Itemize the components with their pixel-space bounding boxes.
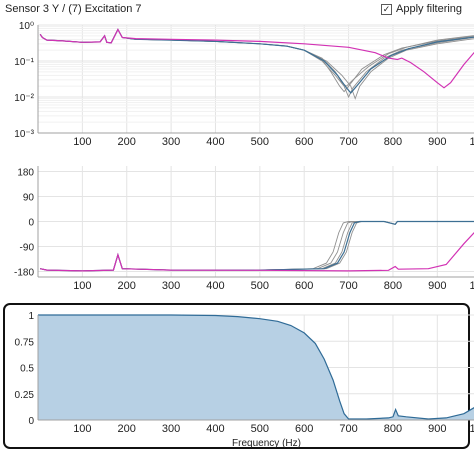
x-tick-label: 800 — [384, 136, 402, 148]
x-tick-label: 300 — [162, 136, 180, 148]
x-tick-label: 900 — [428, 136, 446, 148]
coherence-frame — [3, 303, 470, 449]
x-tick-label: 900 — [428, 423, 446, 435]
x-tick-label: 200 — [118, 280, 136, 292]
x-tick-label: 800 — [384, 280, 402, 292]
x-tick-label: 700 — [339, 136, 357, 148]
x-tick-label: 900 — [428, 280, 446, 292]
window-title: Sensor 3 Y / (7) Excitation 7 — [5, 3, 142, 15]
apply-filtering-checkbox[interactable]: ✓ Apply filtering — [381, 3, 462, 15]
coherence-line — [38, 314, 474, 420]
y-tick-label: 0.75 — [15, 337, 35, 348]
x-tick-label: 100 — [73, 423, 91, 435]
y-tick-label: -90 — [20, 242, 35, 253]
y-tick-label: 90 — [23, 193, 35, 204]
x-tick-label: 1000 — [469, 423, 474, 435]
x-tick-label: 600 — [295, 136, 313, 148]
y-tick-label: 0.5 — [20, 364, 34, 375]
y-tick-label: 0.25 — [15, 390, 35, 401]
y-tick-label: 180 — [17, 168, 34, 179]
coherence-chart: 100 200 300 400 500 600 700 800 900 1000 1 0.75 0.5 0… — [15, 311, 474, 449]
y-tick-label: 0 — [28, 416, 34, 427]
x-tick-label: 600 — [295, 280, 313, 292]
x-tick-label: 300 — [162, 280, 180, 292]
x-tick-label: 500 — [251, 136, 269, 148]
series-line-5 — [40, 232, 474, 272]
y-tick-label: 1 — [28, 311, 34, 322]
x-axis-label: Frequency (Hz) — [232, 438, 301, 449]
y-tick-label: 10⁻³ — [14, 129, 34, 140]
x-tick-label: 400 — [206, 423, 224, 435]
x-tick-label: 200 — [118, 136, 136, 148]
y-tick-label: 10⁰ — [19, 21, 34, 32]
magnitude-chart: 100 200 300 400 500 600 700 800 900 1000 10⁰ 10⁻¹ 10… — [14, 21, 474, 148]
x-tick-label: 400 — [206, 136, 224, 148]
coherence-area — [38, 315, 474, 420]
x-tick-label: 100 — [73, 280, 91, 292]
y-tick-label: 10⁻¹ — [14, 57, 34, 68]
y-tick-label: 0 — [28, 218, 34, 229]
checkmark-icon[interactable]: ✓ — [381, 3, 392, 15]
x-tick-label: 500 — [251, 280, 269, 292]
x-tick-label: 400 — [206, 280, 224, 292]
x-tick-label: 1000 — [469, 280, 474, 292]
series-line-5 — [39, 28, 474, 89]
x-tick-label: 300 — [162, 423, 180, 435]
x-tick-label: 700 — [339, 423, 357, 435]
x-tick-label: 1000 — [469, 136, 474, 148]
x-tick-label: 700 — [339, 280, 357, 292]
x-tick-label: 800 — [384, 423, 402, 435]
y-tick-label: 10⁻² — [14, 93, 34, 104]
x-tick-label: 600 — [295, 423, 313, 435]
y-tick-label: -180 — [14, 267, 34, 278]
x-tick-label: 100 — [73, 136, 91, 148]
x-tick-label: 500 — [251, 423, 269, 435]
apply-filtering-label: Apply filtering — [396, 3, 463, 15]
phase-chart: 1002003004005006007008009001000180900-90… — [14, 166, 474, 292]
x-tick-label: 200 — [118, 423, 136, 435]
